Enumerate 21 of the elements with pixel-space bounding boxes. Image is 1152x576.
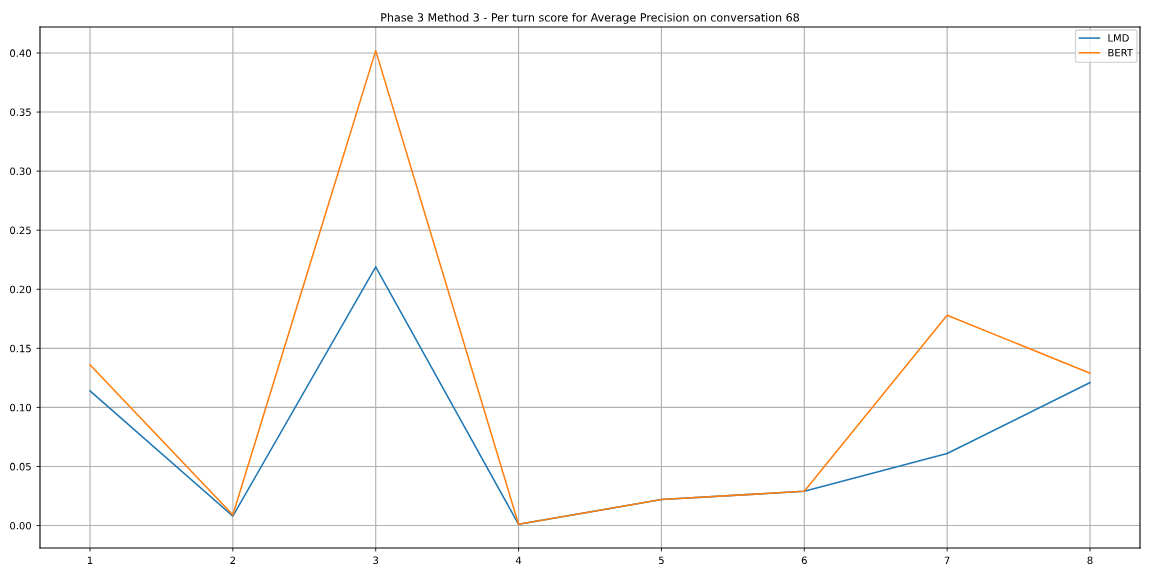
y-tick-label: 0.30 [10,167,31,176]
y-tick-label: 0.15 [10,344,31,353]
x-tick-label: 5 [659,556,664,565]
x-tick-label: 7 [944,556,950,564]
x-tick-label: 3 [373,556,379,565]
y-tick-label: 0.20 [10,285,31,294]
x-tick-label: 2 [230,556,236,564]
line-series [89,49,1091,526]
y-tick-label: 0.35 [10,108,31,116]
y-tick-label: 0.25 [10,226,31,235]
x-tick-label: 1 [87,556,93,564]
chart-title: Phase 3 Method 3 - Per turn score for Average Precision on conversation 68 [381,13,800,24]
legend-label: BERT [1108,48,1134,57]
y-tick-label: 0.05 [10,462,31,471]
y-tick-label: 0.40 [10,49,31,57]
x-tick-label: 6 [801,556,807,565]
y-tick-label: 0.10 [10,403,31,412]
x-tick-label: 8 [1087,556,1093,565]
y-tick-label: 0.00 [10,521,31,530]
legend-label: LMD [1108,34,1129,42]
x-tick-label: 4 [515,556,522,564]
